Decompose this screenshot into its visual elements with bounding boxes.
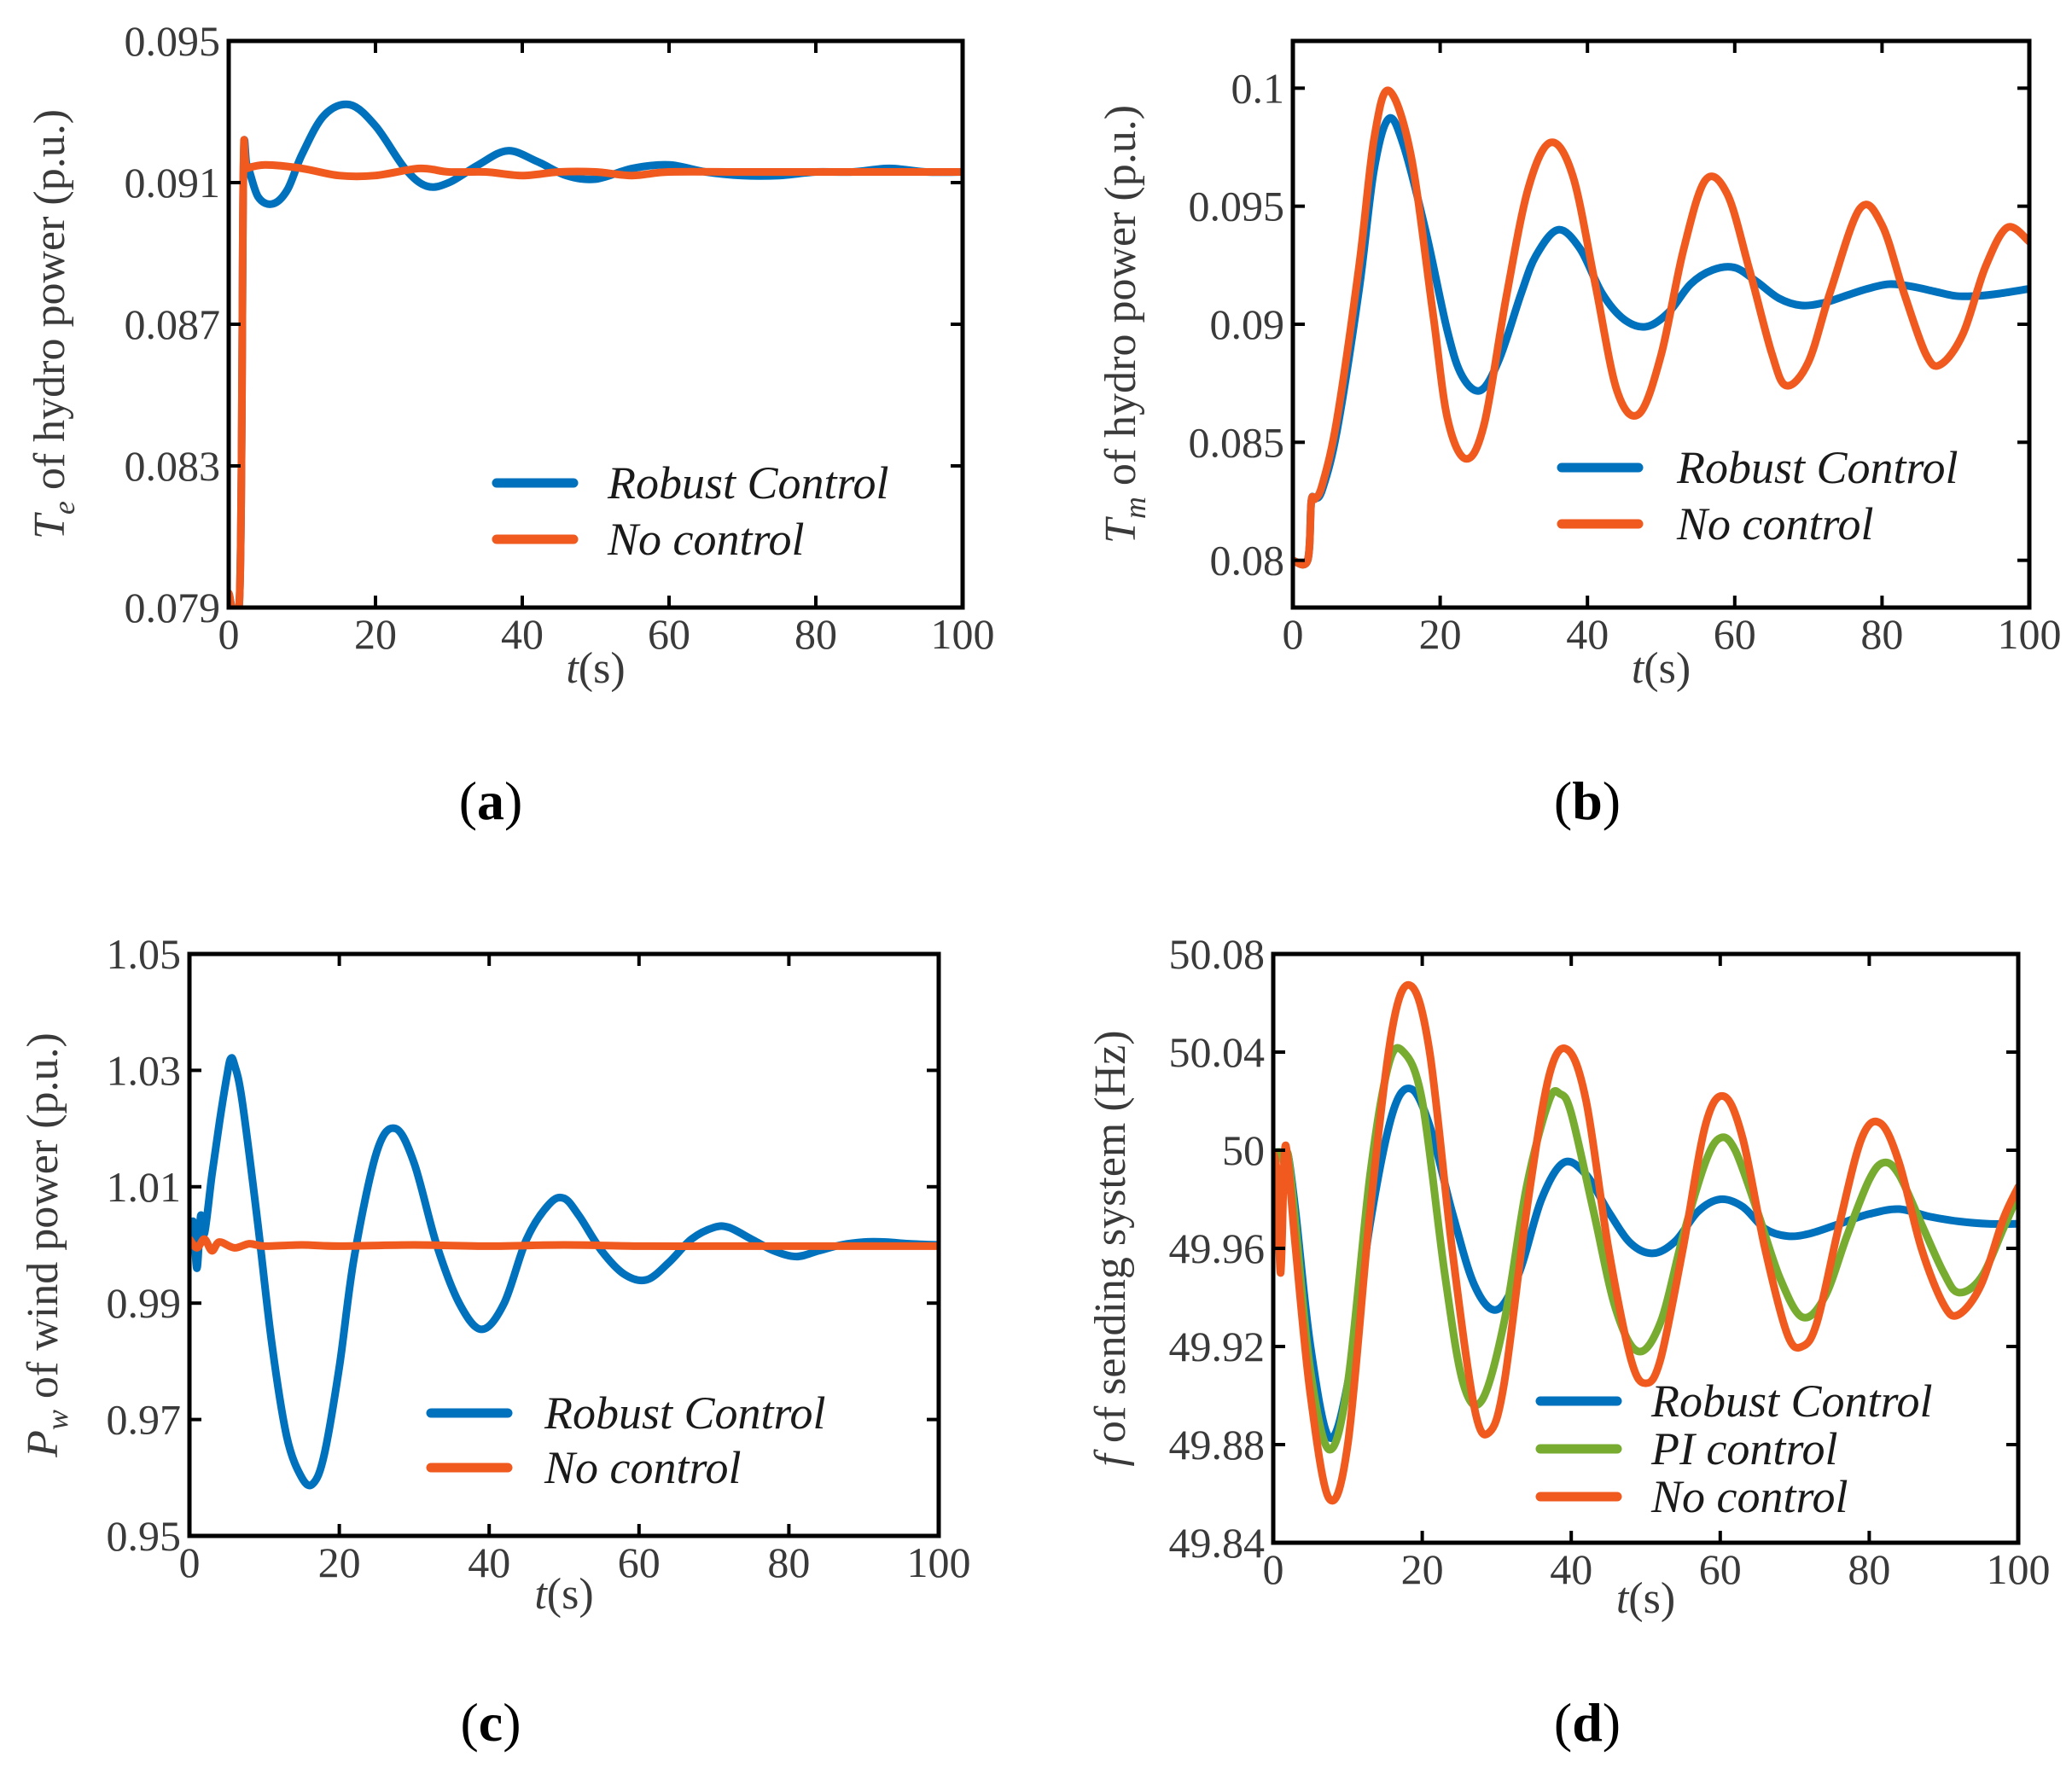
y-tick-label: 50.04: [1169, 1028, 1266, 1076]
x-tick-label: 80: [794, 610, 837, 658]
chart-panel-b: 0 20 40 60 80 100 0.08 0.085 0.09 0.095 0.1 t(s) Tm …: [1097, 38, 2062, 831]
y-tick-label: 0.1: [1231, 64, 1285, 112]
x-tick-label: 80: [1860, 610, 1903, 658]
y-tick-label: 49.96: [1169, 1224, 1266, 1272]
y-tick-label: 0.087: [125, 300, 221, 348]
series-line-no-control: [1273, 980, 2018, 1505]
y-tick-label: 49.92: [1169, 1323, 1266, 1370]
y-tick-label: 0.95: [107, 1512, 182, 1560]
y-tick-label: 49.84: [1169, 1519, 1266, 1567]
panel-caption: (a): [459, 771, 523, 831]
panel-caption: (d): [1554, 1692, 1621, 1753]
axes-frame: [187, 951, 941, 1538]
x-tick-label: 40: [501, 610, 544, 658]
x-tick-label: 100: [1987, 1545, 2051, 1593]
x-tick-label: 100: [1998, 610, 2062, 658]
x-tick-label: 60: [1699, 1545, 1742, 1593]
axes-frame: [226, 38, 965, 610]
legend-label: Robust Control: [607, 457, 889, 509]
y-tick-label: 0.99: [107, 1279, 182, 1327]
y-tick-label: 50.08: [1169, 930, 1266, 978]
plot-area: [1293, 86, 2029, 569]
legend-label: Robust Control: [1650, 1375, 1933, 1427]
series-line-no-control: [1293, 86, 2029, 569]
chart-panel-c: 0 20 40 60 80 100 0.95 0.97 0.99 1.01 1.03 1.05 t(s)…: [19, 930, 971, 1753]
x-tick-label: 20: [318, 1538, 361, 1586]
y-tick-label: 0.97: [107, 1396, 182, 1444]
x-tick-label: 0: [1283, 610, 1304, 658]
y-axis-label: Te of hydro power (p.u.): [26, 109, 81, 539]
y-tick-label: 0.095: [125, 17, 221, 65]
x-tick-label: 40: [1550, 1545, 1592, 1593]
x-tick-label: 20: [1419, 610, 1462, 658]
y-tick-label: 50: [1222, 1126, 1265, 1174]
x-tick-label: 100: [907, 1538, 971, 1586]
legend-label: No control: [1676, 498, 1874, 550]
y-tick-label: 1.01: [107, 1163, 182, 1211]
series-line-robust-control: [189, 1054, 939, 1490]
panel-caption: (c): [460, 1692, 521, 1753]
x-tick-label: 20: [354, 610, 397, 658]
y-tick-label: 0.09: [1210, 300, 1285, 348]
legend-label: PI control: [1650, 1423, 1837, 1474]
axes-frame: [1271, 951, 2021, 1545]
x-axis-label: t(s): [534, 1570, 593, 1619]
legend-label: Robust Control: [544, 1387, 826, 1439]
x-axis-label: t(s): [1632, 644, 1691, 693]
legend-label: No control: [544, 1442, 742, 1493]
legend-label: No control: [1650, 1471, 1848, 1522]
x-tick-label: 80: [767, 1538, 810, 1586]
y-tick-label: 0.091: [125, 159, 221, 206]
y-tick-label: 1.03: [107, 1046, 182, 1094]
y-axis-label: Pw of wind power (p.u.): [19, 1032, 74, 1458]
x-tick-label: 0: [1263, 1545, 1284, 1593]
plot-area: [189, 1054, 939, 1490]
y-tick-label: 1.05: [107, 930, 182, 978]
legend-label: Robust Control: [1676, 442, 1959, 493]
plot-area: [1273, 980, 2018, 1505]
y-tick-label: 49.88: [1169, 1421, 1266, 1468]
y-tick-label: 0.095: [1189, 183, 1285, 230]
y-tick-label: 0.079: [125, 584, 221, 631]
x-tick-label: 60: [648, 610, 690, 658]
x-tick-label: 40: [1566, 610, 1609, 658]
x-tick-label: 100: [931, 610, 995, 658]
series-line-no-control: [189, 1235, 939, 1255]
legend-label: No control: [607, 514, 805, 565]
chart-panel-d: 0 20 40 60 80 100 49.84 49.88 49.92 49.96 50 50.04 5…: [1086, 930, 2051, 1753]
x-tick-label: 20: [1401, 1545, 1444, 1593]
y-tick-label: 0.08: [1210, 537, 1285, 584]
chart-panel-a: 0 20 40 60 80 100 0.079 0.083 0.087 0.091 0.095 t(s…: [26, 17, 995, 831]
series-line-pi-control: [1273, 1044, 2018, 1454]
x-tick-label: 80: [1848, 1545, 1890, 1593]
panel-caption: (b): [1554, 771, 1621, 831]
x-tick-label: 60: [1714, 610, 1756, 658]
series-line-robust-control: [229, 100, 963, 608]
x-tick-label: 40: [468, 1538, 510, 1586]
y-axis-label: f of sending system (Hz): [1086, 1030, 1135, 1466]
x-tick-label: 60: [618, 1538, 661, 1586]
plot-area: [229, 100, 963, 608]
x-axis-label: t(s): [1616, 1574, 1675, 1623]
y-axis-label: Tm of hydro power (p.u.): [1097, 105, 1152, 544]
x-tick-label: 0: [179, 1538, 201, 1586]
y-tick-label: 0.085: [1189, 418, 1285, 466]
x-tick-label: 0: [218, 610, 240, 658]
series-line-no-control: [229, 136, 963, 608]
y-tick-label: 0.083: [125, 442, 221, 490]
x-axis-label: t(s): [566, 644, 625, 693]
